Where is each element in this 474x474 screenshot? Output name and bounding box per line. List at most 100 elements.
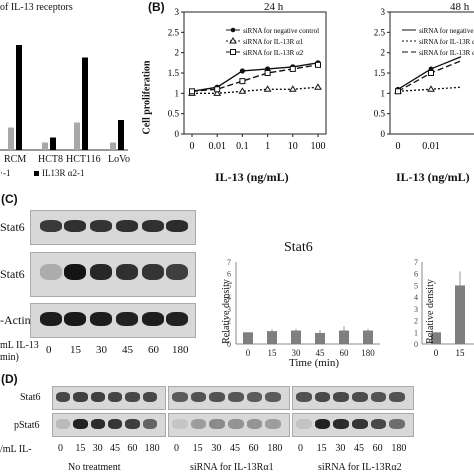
panel-c-bar-30: [291, 330, 301, 344]
panel-d-lane-g3-3: 45: [354, 443, 364, 454]
panel-b-tag: (B): [148, 0, 165, 14]
panel-d-band-g3-r1-l5: [370, 392, 387, 402]
panel-b-point-s2-1: [213, 89, 222, 96]
panel-b-right-legend-text-2: siRNA for IL-13R α1: [419, 38, 474, 46]
panel-b-right-point-s3-0: [395, 88, 401, 95]
panel-d-band-g3-r2-l4: [352, 419, 368, 429]
panel-b-right-ytick-5: 2.5: [374, 27, 386, 37]
panel-c-row-label-1: Stat6: [0, 220, 25, 234]
panel-c-tag: (C): [1, 192, 18, 206]
panel-b-ylabel: Cell proliferation: [141, 60, 153, 135]
panel-b-ytick-1: 0.5: [168, 109, 180, 119]
panel-c-band-row2-lane1: [40, 264, 62, 280]
panel-d-lane-g1-2: 30: [92, 443, 103, 454]
panel-c-lane-label-2: min): [0, 352, 19, 363]
panel-a-title: of IL-13 receptors: [0, 2, 73, 13]
panel-d-band-g3-r2-l2: [314, 419, 331, 429]
panel-d-band-g2-r2-l2: [190, 419, 207, 429]
panel-c-right-ytick-2: 2: [414, 317, 418, 326]
panel-c-bar-180: [363, 330, 373, 344]
panel-c-right-ytick-0: 0: [414, 340, 418, 349]
panel-d-lane-g2-1: 15: [192, 443, 203, 454]
panel-d-band-g3-r2-l1: [296, 419, 312, 429]
panel-b-right-ytick-6: 3: [381, 7, 386, 17]
panel-b-xtick-0: 0: [190, 141, 195, 152]
panel-d-group-label-2: siRNA for IL-13Rα1: [190, 462, 274, 473]
panel-b-xtick-2: 0.1: [236, 141, 249, 152]
panel-d-band-g1-r1-l1: [56, 392, 71, 402]
panel-d-lane-g2-4: 60: [248, 443, 259, 454]
panel-d-group-label-1: No treatment: [68, 462, 121, 473]
panel-d-band-g3-r1-l2: [314, 392, 331, 402]
panel-b-xtick-1: 0.01: [208, 141, 226, 152]
panel-a-bar-HCT116-2: [82, 57, 88, 150]
panel-d-band-g1-r2-l3: [90, 419, 105, 429]
panel-b-point-s3-3: [264, 70, 271, 76]
panel-b-point-s3-2: [239, 78, 246, 85]
panel-b-xtick-5: 100: [311, 141, 326, 152]
panel-b-right-point-s2-1: [427, 85, 435, 92]
panel-b-right-ytick-2: 1: [381, 88, 386, 98]
panel-a-bar-LoVo-2: [118, 120, 124, 150]
panel-b-point-s2-3: [263, 85, 272, 92]
panel-d-lane-g1-1: 15: [75, 443, 86, 454]
panel-b-ytick-6: 3: [175, 7, 180, 17]
panel-d-band-g2-r2-l1: [172, 419, 188, 429]
panel-c-row-label-2: Stat6: [0, 267, 25, 281]
panel-c-right-bar-15: [455, 285, 465, 344]
panel-d-lane-g3-5: 180: [391, 443, 407, 454]
panel-a-bar-RCM-1: [8, 127, 14, 150]
panel-d-band-g1-r1-l2: [73, 392, 88, 402]
panel-b-ytick-5: 2.5: [168, 27, 180, 37]
panel-c-right-xtick-1: 15: [456, 348, 466, 358]
panel-a-bar-HCT8-2: [50, 137, 56, 150]
panel-c-lane-label-1: mL IL-13: [0, 340, 39, 351]
panel-d-lane-g3-0: 0: [298, 443, 303, 454]
panel-b-right-ytick-4: 2: [381, 48, 386, 58]
panel-d-band-g2-r1-l1: [172, 392, 188, 402]
panel-b-legend-marker-2: [229, 37, 237, 44]
panel-c-band-row1-lane4: [116, 220, 138, 232]
panel-c-lane-2: 30: [96, 344, 107, 356]
panel-d-band-g2-r1-l6: [265, 392, 281, 402]
panel-a-xtick-1: HCT8: [38, 154, 63, 165]
panel-b-right-xtick-0: 0: [396, 141, 401, 152]
panel-a-legend-2: IL13R α2-1: [42, 168, 85, 178]
panel-a-xtick-2: HCT116: [66, 154, 101, 165]
panel-b-ytick-3: 1.5: [168, 68, 180, 78]
panel-d-band-g2-r2-l6: [265, 419, 281, 429]
panel-c-band-row1-lane2: [64, 220, 86, 232]
panel-c-band-row2-lane5: [142, 264, 164, 280]
panel-c-right-bar-0: [431, 332, 441, 344]
panel-c-band-row3-lane1: [40, 312, 62, 326]
panel-a-chart: [0, 45, 128, 151]
panel-b-right-ytick-1: 0.5: [374, 109, 386, 119]
panel-d-band-g2-r1-l4: [228, 392, 244, 402]
panel-d-band-g1-r2-l2: [73, 419, 88, 429]
panel-b-point-s3-1: [214, 86, 221, 93]
panel-a-xtick-3: LoVo: [108, 154, 131, 165]
panel-c-xlabel: Time (min): [289, 357, 340, 369]
panel-c-band-row2-lane3: [90, 264, 112, 280]
panel-d-band-g3-r1-l6: [389, 392, 405, 402]
panel-d-band-g1-r2-l6: [142, 419, 157, 429]
panel-c-lane-5: 180: [172, 344, 189, 356]
panel-c-right-ytick-4: 4: [414, 293, 418, 302]
panel-d-band-g1-r1-l4: [108, 392, 123, 402]
panel-b-right-ytick-0: 0: [381, 129, 386, 139]
panel-c-band-row1-lane1: [40, 220, 62, 232]
panel-c-right-ytick-6: 6: [414, 270, 418, 279]
panel-d-lane-g3-4: 60: [372, 443, 383, 454]
panel-a-bar-RCM-2: [16, 45, 22, 150]
panel-a-legend-1: ·-1: [0, 168, 11, 178]
panel-b-point-s3-0: [189, 88, 195, 95]
panel-c-lane-3: 45: [122, 344, 133, 356]
panel-d-band-g3-r1-l1: [296, 392, 312, 402]
panel-c-lane-1: 15: [70, 344, 81, 356]
panel-b-right-xtick-1: 0.01: [422, 141, 440, 152]
panel-d-row-label-1: Stat6: [20, 392, 41, 403]
panel-d-row-label-2: pStat6: [14, 420, 40, 431]
panel-c-band-row3-lane4: [116, 312, 138, 326]
panel-b-point-s2-2: [238, 87, 247, 94]
panel-d-lane-g3-1: 15: [316, 443, 327, 454]
